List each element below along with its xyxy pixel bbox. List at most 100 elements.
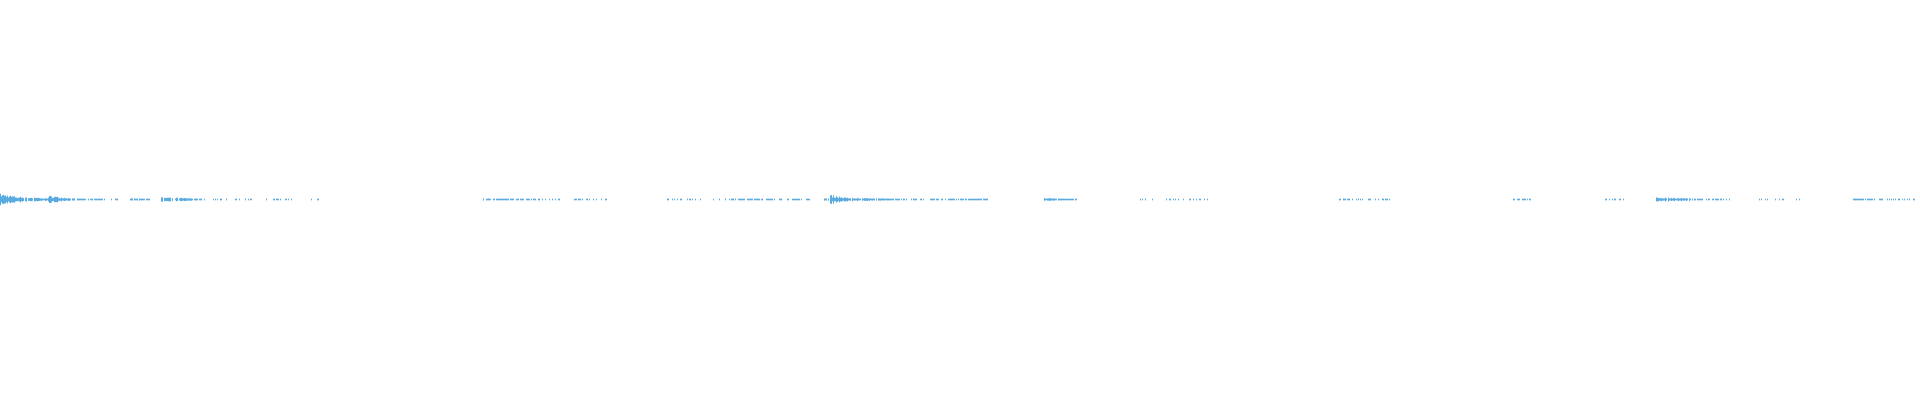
waveform-sample [1689,198,1690,201]
waveform-sample [856,198,857,201]
waveform-sample [40,198,41,201]
waveform-sample [251,198,252,201]
waveform-sample [1076,198,1077,201]
waveform-sample [983,198,984,201]
waveform-sample [78,198,79,201]
waveform-sample [579,198,580,201]
waveform-sample [754,198,755,201]
waveform-sample [1670,198,1671,201]
waveform-sample [505,198,506,201]
waveform-sample [1889,198,1890,201]
waveform-sample [516,198,517,201]
waveform-sample [937,198,938,201]
waveform-sample [8,197,9,202]
waveform-sample [81,198,82,201]
waveform-sample [953,198,954,201]
waveform-sample [890,198,891,201]
waveform-sample [1679,198,1680,201]
waveform-sample [732,198,733,201]
waveform-sample [951,198,952,201]
waveform-sample [96,198,97,201]
waveform-sample [1775,198,1776,201]
waveform-sample [977,198,978,201]
waveform-sample [798,198,799,201]
waveform-sample [1368,198,1369,201]
waveform-sample [869,198,870,201]
waveform-sample [51,196,52,203]
waveform-sample [68,198,69,201]
waveform-sample [1899,198,1900,201]
waveform-sample [213,198,214,201]
waveform-sample [15,197,16,202]
waveform-sample [1356,198,1357,201]
waveform-sample [771,198,772,201]
waveform-sample [147,198,148,201]
waveform-sample [318,198,319,201]
waveform-sample [1055,198,1056,201]
waveform-sample [497,198,498,201]
waveform-sample [1525,198,1526,201]
waveform-sample [870,198,871,201]
waveform-sample [60,198,61,201]
waveform-sample [938,198,939,201]
waveform-sample [504,198,505,201]
waveform-sample [941,198,942,201]
waveform-sample [1175,198,1176,201]
waveform-sample [142,198,143,201]
waveform-sample [1902,198,1903,201]
waveform-sample [1048,198,1049,201]
waveform-sample [555,198,556,201]
waveform-sample [1855,198,1856,201]
waveform-sample [970,198,971,201]
waveform-sample [35,197,36,202]
waveform-sample [533,198,534,201]
waveform-sample [904,198,905,201]
waveform-sample [769,198,770,201]
waveform-sample [7,195,8,204]
waveform-sample [139,198,140,201]
waveform-sample [135,198,136,201]
waveform-sample [507,198,508,201]
waveform-sample [1072,198,1073,201]
waveform-sample [1193,198,1194,201]
waveform-sample [750,198,751,201]
waveform-sample [1695,198,1696,201]
waveform-sample [674,198,675,201]
waveform-sample [176,197,177,202]
waveform-sample [1524,198,1525,201]
waveform-sample [879,198,880,201]
waveform-sample [903,198,904,201]
waveform-sample [1058,198,1059,201]
waveform-sample [1887,198,1888,201]
waveform-sample [860,198,861,201]
waveform-sample [843,198,844,201]
waveform-sample [748,198,749,201]
waveform-sample [49,195,50,204]
waveform-sample [1523,198,1524,201]
waveform-sample [945,198,946,201]
waveform-sample [167,197,168,202]
waveform-sample [867,198,868,201]
waveform-sample [42,198,43,201]
waveform-sample [1674,197,1675,202]
waveform-sample [70,198,71,201]
waveform-sample [94,198,95,201]
waveform-sample [104,198,105,201]
waveform-sample [1859,198,1860,201]
waveform-sample [534,198,535,201]
waveform-sample [1666,198,1667,201]
waveform-sample [1527,198,1528,201]
waveform-sample [930,198,931,201]
waveform-sample [274,198,275,201]
waveform-sample [1709,198,1710,201]
waveform-sample [582,198,583,201]
waveform-sample [57,196,58,203]
waveform-sample [88,198,89,201]
waveform-sample [881,198,882,201]
waveform-sample [965,198,966,201]
waveform-sample [1071,198,1072,201]
waveform-sample [915,198,916,201]
waveform-sample [575,198,576,201]
waveform-sample [950,198,951,201]
